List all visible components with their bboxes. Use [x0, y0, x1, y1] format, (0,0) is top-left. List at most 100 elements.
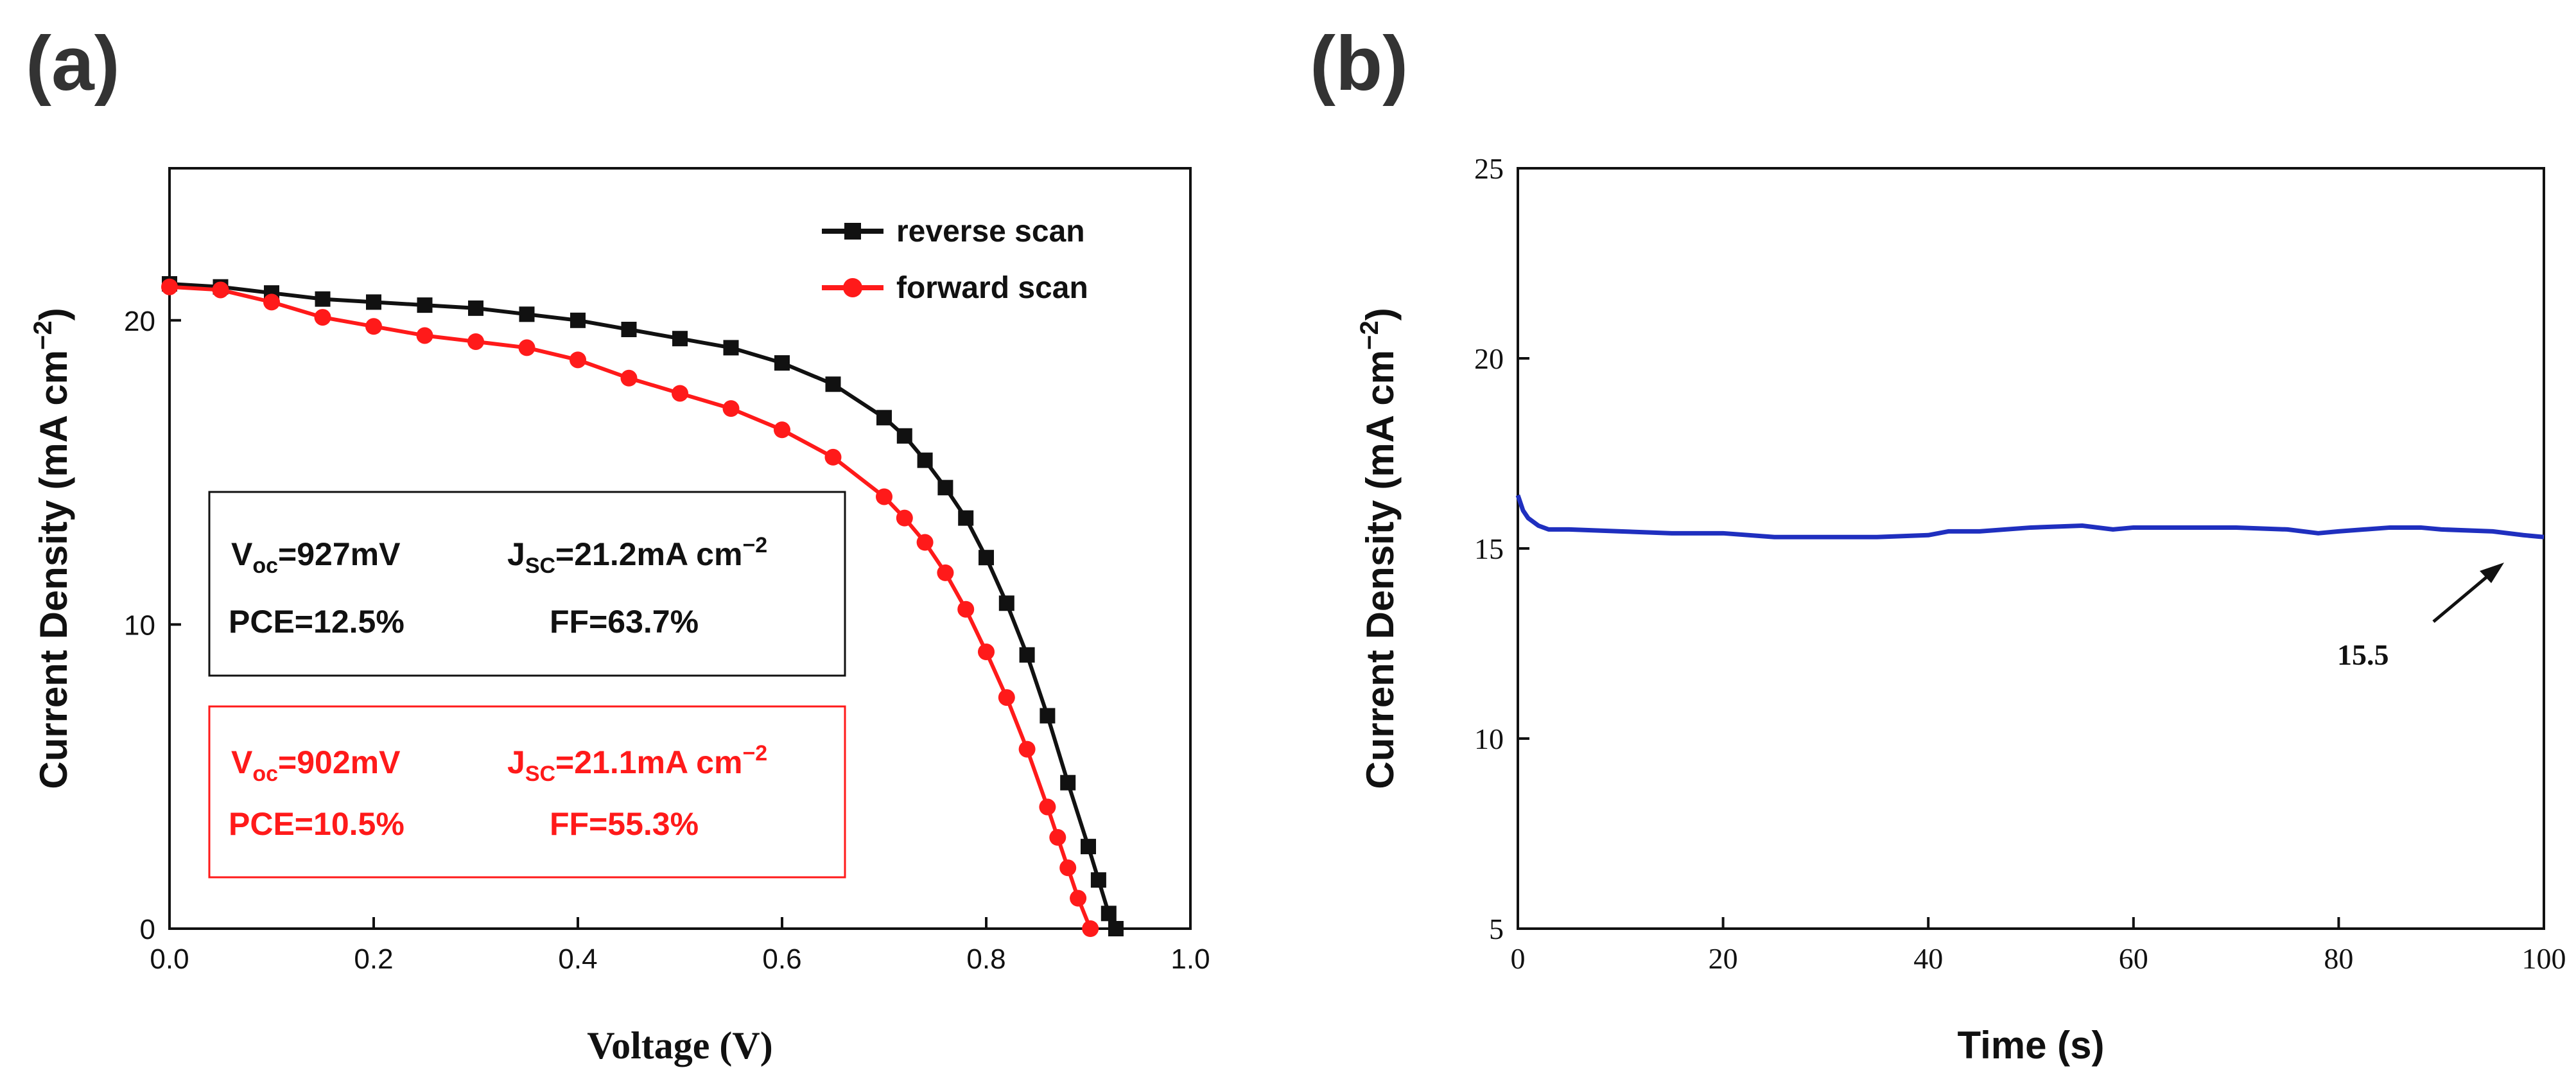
forward-jsc: JSC=21.1mA cm−2: [507, 741, 767, 786]
point-forward-scan: [1049, 828, 1066, 846]
legend-reverse-label: reverse scan: [896, 215, 1085, 249]
chart-b: 0 20 40 60 80 100 5 10 15 20 25 Time (s) Current D…: [1355, 152, 2566, 1067]
reverse-voc-value: =927mV: [278, 536, 401, 572]
reverse-params-frame: [208, 491, 846, 677]
series-line-reverse-scan: [169, 281, 1118, 930]
forward-voc-symbol: V: [231, 744, 253, 780]
forward-pce: PCE=10.5%: [229, 806, 405, 842]
y-tick-label: 10: [1474, 723, 1504, 755]
x-tick-label: 40: [1913, 942, 1943, 975]
y-tick-label: 0: [140, 914, 155, 945]
legend-forward-marker: [843, 278, 862, 297]
point-forward-scan: [416, 327, 433, 344]
point-reverse-scan: [1060, 775, 1076, 791]
point-reverse-scan: [1108, 921, 1124, 936]
point-reverse-scan: [366, 294, 381, 310]
chart-b-ylabel-close: ): [1359, 308, 1402, 320]
reverse-pce: PCE=12.5%: [229, 604, 405, 640]
x-tick-label: 0.0: [150, 943, 189, 975]
point-forward-scan: [722, 400, 740, 417]
point-reverse-scan: [896, 428, 912, 444]
point-forward-scan: [937, 564, 954, 581]
point-reverse-scan: [917, 452, 933, 468]
point-reverse-scan: [937, 480, 953, 496]
x-tick-label: 0: [1511, 942, 1526, 975]
reverse-params-box: Voc=927mV JSC=21.2mA cm−2 PCE=12.5% FF=6…: [208, 491, 846, 677]
point-reverse-scan: [621, 322, 637, 338]
chart-a-ylabel: Current Density (mA cm−2): [29, 308, 75, 789]
point-forward-scan: [1018, 740, 1036, 758]
point-forward-scan: [774, 421, 790, 439]
point-reverse-scan: [570, 312, 586, 328]
reverse-jsc-value: =21.2mA cm: [555, 536, 742, 572]
chart-b-ylabel: Current Density (mA cm−2): [1355, 308, 1402, 789]
panel-a-label: (a): [26, 21, 120, 107]
point-forward-scan: [876, 488, 892, 505]
point-forward-scan: [570, 351, 586, 369]
chart-a-ylabel-unit: (mA cm: [32, 350, 75, 490]
point-forward-scan: [518, 339, 535, 356]
x-tick-label: 100: [2522, 942, 2566, 975]
point-reverse-scan: [825, 376, 841, 392]
chart-a: 0.0 0.2 0.4 0.6 0.8 1.0 0 10 20 Voltage (V) Curr…: [29, 167, 1210, 1067]
point-reverse-scan: [1040, 708, 1056, 724]
x-tick-label: 1.0: [1171, 943, 1210, 975]
forward-jsc-exp: −2: [742, 741, 767, 766]
point-reverse-scan: [468, 300, 483, 316]
point-reverse-scan: [876, 410, 892, 426]
point-forward-scan: [212, 281, 229, 299]
legend-reverse-marker: [844, 223, 861, 240]
point-reverse-scan: [672, 331, 688, 347]
reverse-jsc-exp: −2: [742, 533, 767, 557]
panel-b-label: (b): [1310, 21, 1408, 107]
annotation-arrow-head: [2480, 563, 2504, 583]
chart-a-ylabel-main: Current Density: [32, 500, 75, 789]
chart-a-xlabel: Voltage (V): [587, 1024, 772, 1067]
forward-params-frame: [208, 705, 846, 879]
x-tick-label: 0.6: [762, 943, 801, 975]
point-reverse-scan: [1081, 839, 1096, 855]
point-forward-scan: [672, 385, 688, 402]
x-tick-label: 0.8: [966, 943, 1005, 975]
chart-b-xlabel: Time (s): [1958, 1024, 2105, 1067]
reverse-jsc-sub: SC: [525, 554, 555, 578]
forward-voc-sub: oc: [252, 762, 278, 786]
point-forward-scan: [824, 448, 842, 466]
forward-ff: FF=55.3%: [550, 806, 699, 842]
chart-a-ylabel-close: ): [32, 308, 75, 320]
forward-voc: Voc=902mV: [231, 744, 401, 786]
point-reverse-scan: [1101, 906, 1117, 922]
series-line-stabilized-current: [1515, 495, 2545, 539]
chart-a-markers: [161, 276, 1124, 937]
point-forward-scan: [1039, 798, 1056, 816]
point-forward-scan: [998, 689, 1015, 706]
forward-voc-value: =902mV: [278, 744, 401, 780]
forward-jsc-value: =21.1mA cm: [555, 744, 742, 780]
chart-b-ylabel-unit: (mA cm: [1359, 350, 1402, 490]
annotation-label: 15.5: [2337, 638, 2389, 671]
point-reverse-scan: [1019, 647, 1035, 663]
point-reverse-scan: [958, 510, 974, 526]
reverse-jsc-symbol: J: [507, 536, 525, 572]
point-reverse-scan: [979, 550, 994, 566]
chart-a-ylabel-exp: −2: [29, 320, 57, 350]
x-tick-label: 20: [1709, 942, 1738, 975]
y-tick-label: 20: [124, 306, 155, 337]
chart-b-frame: [1517, 167, 2545, 930]
point-reverse-scan: [998, 595, 1014, 611]
legend-forward-label: forward scan: [896, 271, 1088, 305]
point-reverse-scan: [774, 355, 790, 371]
point-forward-scan: [896, 509, 913, 527]
x-tick-label: 80: [2324, 942, 2353, 975]
chart-b-ticks: 0 20 40 60 80 100 5 10 15 20 25: [1474, 152, 2566, 975]
y-tick-label: 20: [1474, 342, 1504, 375]
point-forward-scan: [1070, 889, 1087, 907]
point-reverse-scan: [519, 306, 535, 322]
y-tick-label: 5: [1489, 913, 1504, 945]
point-reverse-scan: [1090, 872, 1106, 888]
point-forward-scan: [314, 309, 331, 326]
point-reverse-scan: [315, 291, 331, 307]
reverse-voc-symbol: V: [231, 536, 253, 572]
reverse-voc: Voc=927mV: [231, 536, 401, 578]
